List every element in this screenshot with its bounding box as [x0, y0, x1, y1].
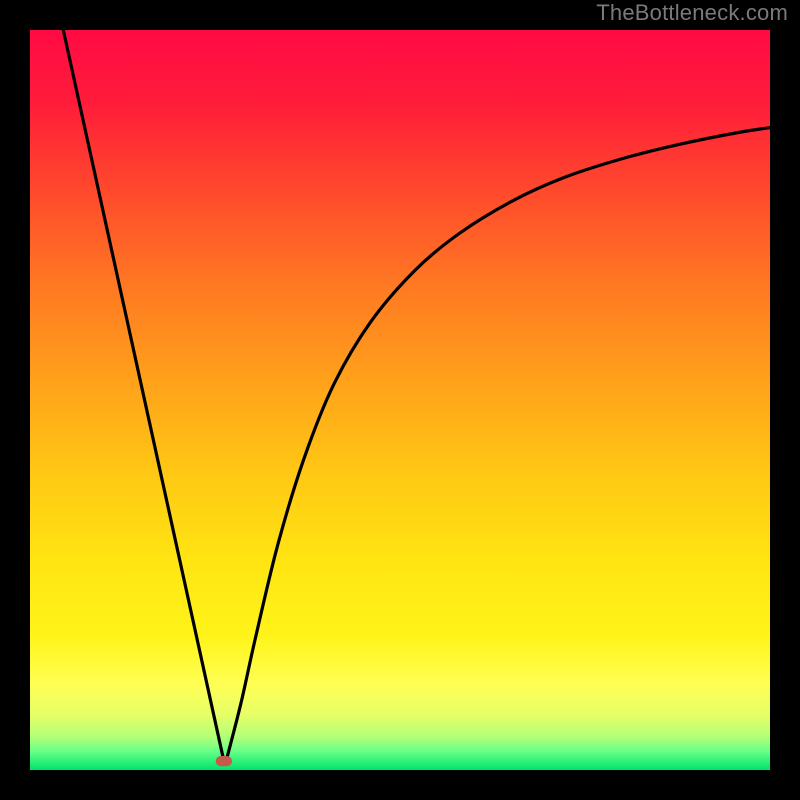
watermark-text: TheBottleneck.com: [596, 0, 788, 26]
gradient-background: [30, 30, 770, 770]
chart-stage: TheBottleneck.com: [0, 0, 800, 800]
plot-area: [30, 30, 770, 770]
bottleneck-marker: [216, 756, 232, 766]
bottleneck-curve-chart: [30, 30, 770, 770]
